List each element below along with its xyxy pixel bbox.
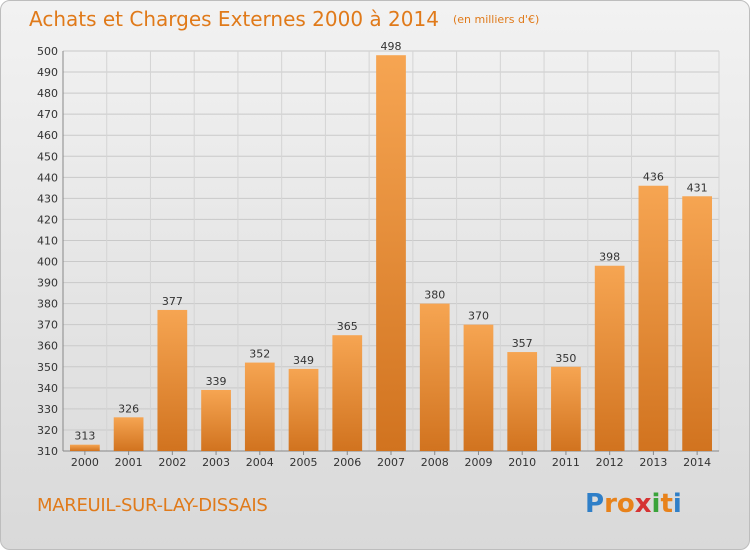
data-label-2006: 365 bbox=[337, 320, 358, 333]
y-tick-label: 450 bbox=[37, 150, 58, 163]
data-label-2003: 339 bbox=[206, 375, 227, 388]
data-label-2013: 436 bbox=[643, 171, 664, 184]
x-tick-label-2004: 2004 bbox=[246, 456, 274, 469]
bar-2002 bbox=[157, 309, 188, 451]
x-tick-label-2008: 2008 bbox=[421, 456, 449, 469]
y-tick-label: 360 bbox=[37, 340, 58, 353]
bar-2006 bbox=[332, 335, 363, 451]
y-tick-label: 390 bbox=[37, 277, 58, 290]
data-label-2000: 313 bbox=[74, 430, 95, 443]
bar-2000 bbox=[69, 444, 100, 451]
y-tick-label: 460 bbox=[37, 129, 58, 142]
logo-letter: P bbox=[585, 489, 605, 519]
bar-2007 bbox=[376, 55, 406, 452]
bar-2014 bbox=[682, 196, 713, 451]
bar-2004 bbox=[244, 362, 275, 451]
x-tick-label-2012: 2012 bbox=[596, 456, 624, 469]
title-text: Achats et Charges Externes 2000 à 2014 bbox=[29, 7, 439, 31]
y-tick-label: 410 bbox=[37, 234, 58, 247]
logo-letter: x bbox=[634, 489, 652, 519]
y-tick-label: 340 bbox=[37, 382, 58, 395]
bar-2001 bbox=[113, 417, 144, 451]
unit-label: (en milliers d'€) bbox=[452, 13, 540, 26]
data-label-2007: 498 bbox=[381, 40, 402, 53]
x-tick-label-2001: 2001 bbox=[115, 456, 143, 469]
y-tick-label: 310 bbox=[37, 445, 58, 458]
x-tick-label-2009: 2009 bbox=[464, 456, 492, 469]
y-tick-label: 370 bbox=[37, 319, 58, 332]
x-tick-label-2013: 2013 bbox=[639, 456, 667, 469]
y-tick-label: 500 bbox=[37, 45, 58, 58]
x-tick-label-2010: 2010 bbox=[508, 456, 536, 469]
y-tick-label: 380 bbox=[37, 298, 58, 311]
data-label-2014: 431 bbox=[687, 181, 708, 194]
bar-2009 bbox=[463, 324, 494, 451]
x-tick-label-2014: 2014 bbox=[683, 456, 711, 469]
y-tick-label: 430 bbox=[37, 192, 58, 205]
data-label-2005: 349 bbox=[293, 354, 314, 367]
axes: 310 320 330 340 350 360 370 380 390 400 410 420 430 4… bbox=[37, 45, 719, 469]
bar-2010 bbox=[507, 352, 538, 451]
logo-letter: r bbox=[604, 489, 617, 519]
chart-title: Achats et Charges Externes 2000 à 2014 (e… bbox=[29, 7, 539, 31]
y-tick-label: 320 bbox=[37, 424, 58, 437]
proxiti-logo[interactable]: Proxiti bbox=[585, 489, 682, 519]
bar-2013 bbox=[638, 185, 669, 451]
x-tick-label-2000: 2000 bbox=[71, 456, 99, 469]
y-tick-label: 350 bbox=[37, 361, 58, 374]
bar-2003 bbox=[201, 389, 231, 451]
bar-2012 bbox=[594, 265, 625, 451]
x-tick-label-2005: 2005 bbox=[290, 456, 318, 469]
y-tick-label: 490 bbox=[37, 66, 58, 79]
logo-letter: i bbox=[672, 489, 682, 519]
x-tick-label-2007: 2007 bbox=[377, 456, 405, 469]
x-tick-label-2006: 2006 bbox=[333, 456, 361, 469]
data-label-2012: 398 bbox=[599, 251, 620, 264]
y-tick-label: 440 bbox=[37, 171, 58, 184]
bar-2008 bbox=[419, 303, 450, 451]
bar-2005 bbox=[288, 368, 319, 451]
data-label-2008: 380 bbox=[424, 289, 445, 302]
y-tick-label: 400 bbox=[37, 256, 58, 269]
y-tick-label: 420 bbox=[37, 213, 58, 226]
x-tick-label-2003: 2003 bbox=[202, 456, 230, 469]
bars: 313 326 377 339 352 349 365 498 380 370 357 350 398 4… bbox=[69, 40, 713, 452]
data-label-2001: 326 bbox=[118, 402, 139, 415]
logo-letter: o bbox=[616, 489, 635, 519]
commune-name: MAREUIL-SUR-LAY-DISSAIS bbox=[37, 495, 268, 516]
data-label-2004: 352 bbox=[249, 348, 270, 361]
data-label-2009: 370 bbox=[468, 310, 489, 323]
data-label-2011: 350 bbox=[555, 352, 576, 365]
y-tick-label: 330 bbox=[37, 403, 58, 416]
x-tick-label-2011: 2011 bbox=[552, 456, 580, 469]
logo-letter: t bbox=[660, 489, 673, 519]
data-label-2010: 357 bbox=[512, 337, 533, 350]
data-label-2002: 377 bbox=[162, 295, 183, 308]
logo-letter: i bbox=[651, 489, 661, 519]
y-tick-label: 480 bbox=[37, 87, 58, 100]
x-tick-label-2002: 2002 bbox=[158, 456, 186, 469]
y-tick-label: 470 bbox=[37, 108, 58, 121]
bar-2011 bbox=[551, 366, 581, 451]
